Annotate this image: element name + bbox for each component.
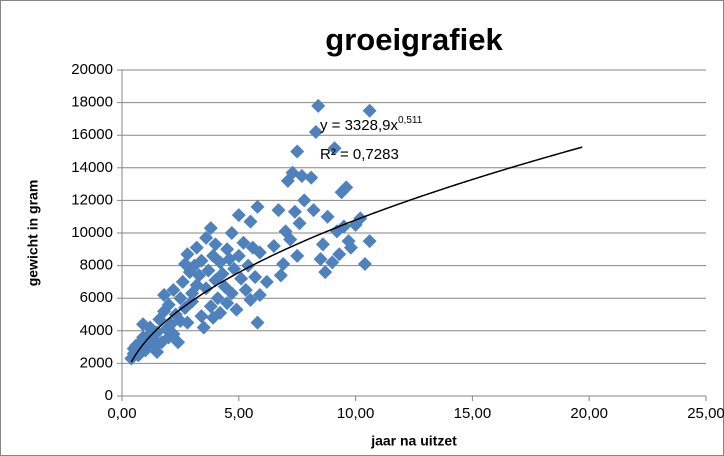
data-point (224, 226, 239, 240)
x-tick-label: 5,00 (224, 405, 253, 422)
data-point (343, 240, 358, 255)
data-point (161, 297, 176, 312)
data-point (297, 193, 312, 208)
y-tick-label: 20000 (71, 61, 113, 78)
data-point (271, 203, 286, 218)
data-point (318, 265, 333, 280)
trendline-equation: y = 3328,9x0,511 (320, 115, 423, 134)
x-tick-label: 25,00 (687, 405, 724, 422)
data-point (199, 281, 214, 296)
data-point (203, 221, 218, 236)
data-point (166, 283, 181, 298)
data-point (304, 170, 319, 185)
y-tick-label: 6000 (80, 289, 113, 306)
y-tick-label: 10000 (71, 224, 113, 241)
chart-title: groeigrafiek (325, 22, 503, 57)
data-point (292, 216, 307, 231)
data-point (238, 283, 253, 298)
y-axis-title: gewicht in gram (25, 180, 41, 287)
y-tick-label: 12000 (71, 191, 113, 208)
data-point (273, 268, 288, 283)
data-point (362, 234, 377, 249)
data-point (224, 286, 239, 301)
trendline (130, 146, 583, 363)
data-point (213, 305, 228, 320)
data-point (243, 214, 258, 229)
data-point (245, 240, 260, 255)
data-point (229, 302, 244, 317)
data-point (357, 256, 372, 271)
data-point (215, 266, 230, 281)
data-point (234, 271, 249, 286)
x-axis-title: jaar na uitzet (370, 433, 457, 449)
data-point (276, 256, 291, 271)
x-tick-label: 0,00 (107, 405, 136, 422)
x-tick-label: 20,00 (570, 405, 608, 422)
x-tick-label: 15,00 (454, 405, 492, 422)
data-point (320, 209, 335, 224)
data-point (306, 203, 321, 218)
data-point (220, 296, 235, 311)
data-point (250, 199, 265, 214)
data-point (308, 124, 323, 139)
data-point (290, 144, 305, 159)
data-point (171, 335, 186, 350)
data-point (243, 292, 258, 307)
data-point (203, 299, 218, 314)
x-tick-label: 10,00 (337, 405, 375, 422)
data-point (327, 141, 342, 156)
y-tick-label: 16000 (71, 126, 113, 143)
data-point (325, 255, 340, 270)
data-point (192, 268, 207, 283)
data-point (220, 242, 235, 257)
data-point (315, 237, 330, 252)
data-point (194, 253, 209, 268)
data-point (210, 291, 225, 306)
data-point (311, 98, 326, 113)
data-point (313, 252, 328, 267)
data-point (236, 235, 251, 250)
data-point (283, 232, 298, 247)
data-point (266, 239, 281, 254)
data-point (150, 344, 165, 359)
data-point (332, 247, 347, 262)
data-point (175, 274, 190, 289)
data-point (259, 274, 274, 289)
data-point (252, 287, 267, 302)
data-point (287, 204, 302, 219)
data-point (180, 315, 195, 330)
data-point (250, 315, 265, 330)
data-point (290, 248, 305, 263)
data-point (208, 237, 223, 252)
equation-exponent: 0,511 (398, 115, 423, 126)
data-point (201, 263, 216, 278)
data-point (180, 247, 195, 262)
data-point (199, 230, 214, 245)
equation-text: y = 3328,9x (320, 117, 398, 134)
data-point (231, 208, 246, 223)
data-point (248, 270, 263, 285)
r-squared: R² = 0,7283 (320, 146, 399, 163)
data-point (194, 309, 209, 324)
y-tick-label: 0 (105, 387, 113, 404)
y-tick-label: 14000 (71, 159, 113, 176)
y-tick-label: 4000 (80, 322, 113, 339)
y-tick-label: 2000 (80, 354, 113, 371)
data-point (252, 245, 267, 260)
data-point (173, 291, 188, 306)
data-point (231, 248, 246, 263)
y-tick-label: 8000 (80, 257, 113, 274)
y-tick-label: 18000 (71, 94, 113, 111)
data-point (294, 168, 309, 183)
data-point (196, 320, 211, 335)
data-point (362, 103, 377, 118)
data-point (189, 240, 204, 255)
data-point (157, 287, 172, 302)
data-point (339, 180, 354, 195)
